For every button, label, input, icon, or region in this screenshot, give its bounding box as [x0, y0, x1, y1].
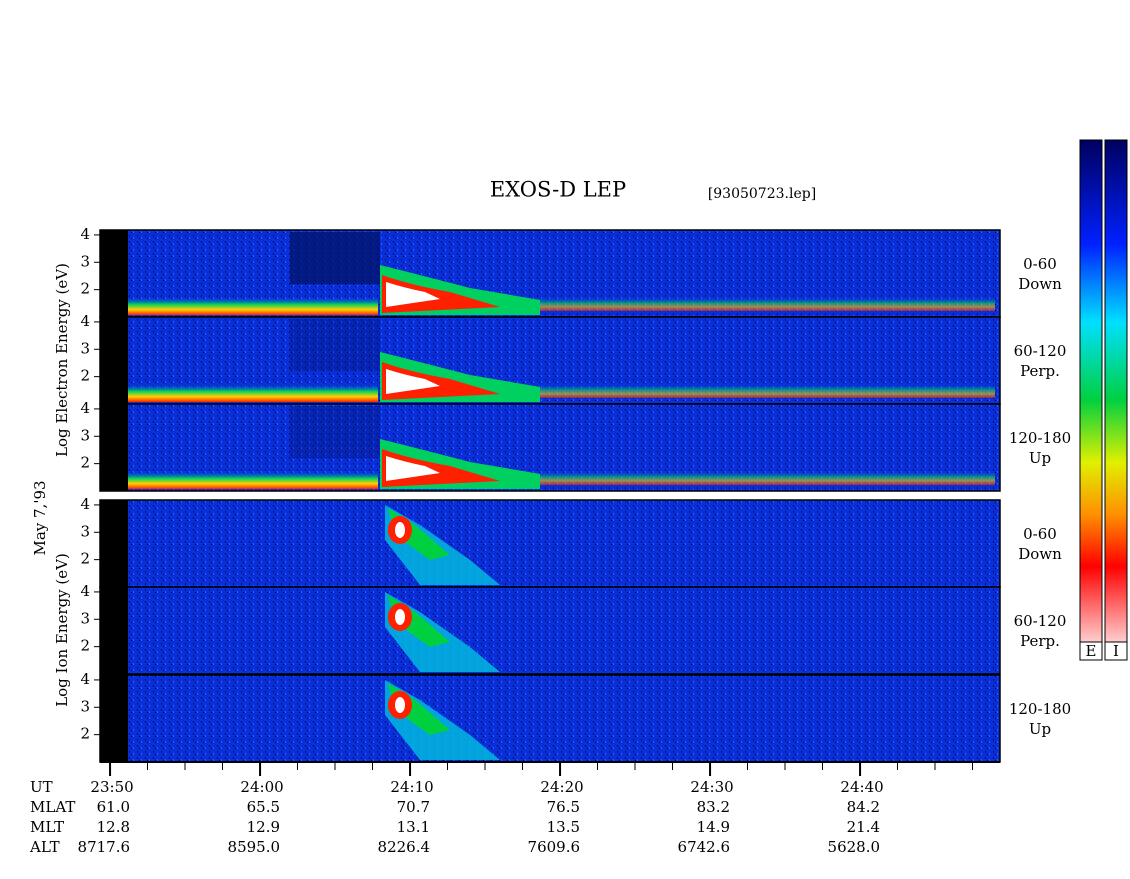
ion-core	[395, 697, 405, 713]
y-tick-label: 4	[80, 670, 90, 688]
spectrogram	[100, 587, 1000, 674]
burst	[386, 282, 440, 307]
y-tick-label: 3	[80, 522, 90, 540]
colorbar-box	[1079, 641, 1103, 661]
panel-label: Up	[1029, 449, 1051, 467]
panel-label: Perp.	[1020, 362, 1060, 380]
panel-frame	[99, 586, 1001, 675]
colorbar	[1079, 139, 1103, 661]
data-gap	[100, 587, 128, 674]
ion-core	[395, 609, 405, 625]
orbit-row-label: MLAT	[30, 798, 75, 816]
low-energy-band	[128, 384, 378, 402]
orbit-value: 6742.6	[678, 838, 731, 856]
orbit-row-label: ALT	[29, 838, 60, 856]
burst	[382, 449, 500, 487]
panel-label: Down	[1018, 545, 1062, 563]
colorbar	[1104, 139, 1128, 661]
spectrogram	[100, 500, 1000, 587]
y-tick-label: 3	[80, 697, 90, 715]
ion-core	[395, 522, 405, 538]
burst	[382, 275, 500, 313]
y-tick-label: 2	[80, 550, 90, 568]
y-tick-label: 4	[80, 399, 90, 417]
spectrogram	[100, 675, 1000, 762]
y-tick-label: 3	[80, 609, 90, 627]
y-tick-label: 4	[80, 312, 90, 330]
dark-region	[290, 232, 380, 285]
orbit-value: 70.7	[397, 798, 430, 816]
burst	[386, 456, 440, 481]
orbit-value: 14.9	[697, 818, 730, 836]
dark-region	[290, 319, 380, 372]
colorbar-label: E	[1086, 642, 1097, 660]
data-gap	[100, 404, 128, 491]
x-tick-label: 24:30	[690, 778, 733, 796]
orbit-value: 7609.6	[528, 838, 581, 856]
y-tick-label: 3	[80, 426, 90, 444]
y-tick-label: 2	[80, 454, 90, 472]
x-tick-label: 23:50	[90, 778, 133, 796]
panel-label: 60-120	[1014, 342, 1067, 360]
y-tick-label: 4	[80, 225, 90, 243]
orbit-value: 21.4	[847, 818, 880, 836]
panel-label: 120-180	[1009, 700, 1071, 718]
data-gap	[100, 500, 128, 587]
x-tick-label: 24:40	[840, 778, 883, 796]
data-gap	[100, 230, 128, 317]
orbit-value: 13.1	[397, 818, 430, 836]
x-tick-label: 24:10	[390, 778, 433, 796]
x-tick-label: 24:00	[240, 778, 283, 796]
y-tick-label: 3	[80, 339, 90, 357]
orbit-row-label: UT	[30, 778, 53, 796]
chart-title: EXOS-D LEP	[490, 178, 626, 202]
orbit-value: 76.5	[547, 798, 580, 816]
orbit-value: 5628.0	[828, 838, 881, 856]
orbit-value: 13.5	[547, 818, 580, 836]
date-label: May 7,'93	[31, 480, 49, 555]
y-tick-label: 2	[80, 637, 90, 655]
panel-label: 0-60	[1023, 255, 1057, 273]
colorbar-box	[1104, 641, 1128, 661]
data-gap	[100, 675, 128, 762]
x-tick-label: 24:20	[540, 778, 583, 796]
data-gap	[100, 317, 128, 404]
panel-label: 120-180	[1009, 429, 1071, 447]
dark-region	[290, 406, 380, 459]
y-tick-label: 2	[80, 725, 90, 743]
orbit-value: 12.9	[247, 818, 280, 836]
orbit-value: 61.0	[97, 798, 130, 816]
burst	[382, 362, 500, 400]
orbit-value: 8226.4	[378, 838, 431, 856]
panel-label: Up	[1029, 720, 1051, 738]
panel-label: Down	[1018, 275, 1062, 293]
panel-label: 0-60	[1023, 525, 1057, 543]
burst	[386, 369, 440, 394]
y-tick-label: 2	[80, 280, 90, 298]
low-energy-band	[128, 471, 378, 489]
subtitle: [93050723.lep]	[708, 186, 816, 202]
orbit-value: 8717.6	[78, 838, 131, 856]
orbit-row-label: MLT	[30, 818, 64, 836]
panel-label: Perp.	[1020, 632, 1060, 650]
y-tick-label: 3	[80, 252, 90, 270]
y-axis-label: Log Electron Energy (eV)	[53, 263, 71, 457]
y-tick-label: 4	[80, 582, 90, 600]
orbit-value: 65.5	[247, 798, 280, 816]
orbit-value: 8595.0	[228, 838, 281, 856]
y-axis-label: Log Ion Energy (eV)	[53, 553, 71, 707]
panel-label: 60-120	[1014, 612, 1067, 630]
orbit-value: 83.2	[697, 798, 730, 816]
colorbar-label: I	[1113, 642, 1119, 660]
low-energy-band	[128, 297, 378, 315]
orbit-value: 12.8	[97, 818, 130, 836]
panel-frame	[99, 403, 1001, 492]
colorbars: E I	[1079, 139, 1128, 661]
orbit-value: 84.2	[847, 798, 880, 816]
y-tick-label: 2	[80, 367, 90, 385]
y-tick-label: 4	[80, 495, 90, 513]
